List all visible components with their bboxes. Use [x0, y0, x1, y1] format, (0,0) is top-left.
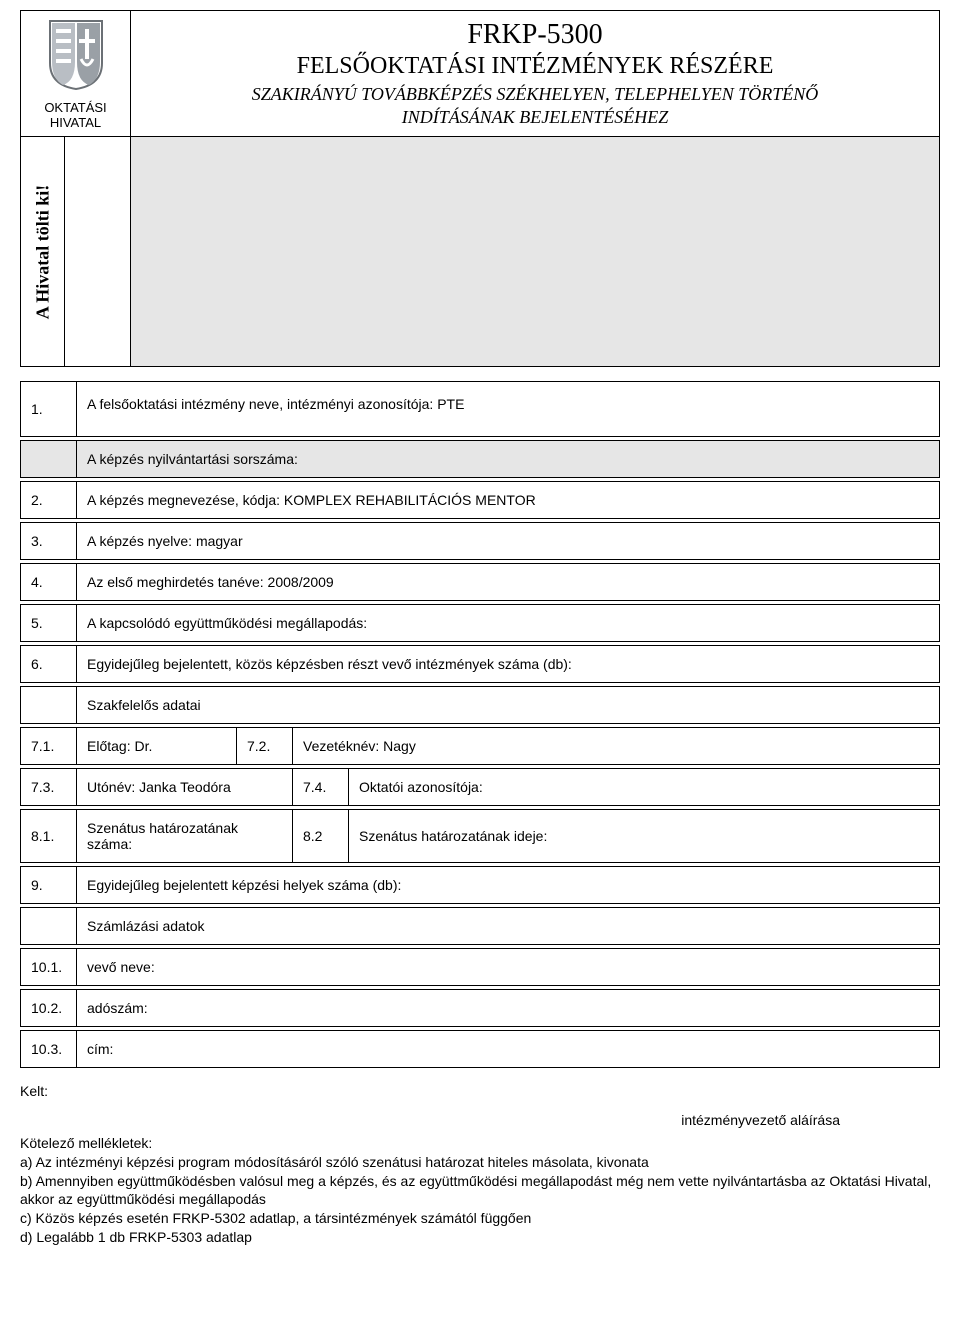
table-row: Szakfelelős adatai — [21, 687, 940, 724]
table-row: 2. A képzés megnevezése, kódja: KOMPLEX … — [21, 482, 940, 519]
office-gap — [65, 137, 131, 367]
row-text: Számlázási adatok — [77, 908, 940, 945]
row-num: 7.2. — [237, 728, 293, 765]
row-num: 10.3. — [21, 1031, 77, 1068]
row-text: Szakfelelős adatai — [77, 687, 940, 724]
org-name-line2: HIVATAL — [29, 115, 122, 130]
row-num: 4. — [21, 564, 77, 601]
row-num: 6. — [21, 646, 77, 683]
row-num: 9. — [21, 867, 77, 904]
row-text: Oktatói azonosítója: — [349, 769, 940, 806]
office-label-cell: A Hivatal tölti ki! — [21, 137, 65, 367]
row-num: 10.1. — [21, 949, 77, 986]
row-text: Utónév: Janka Teodóra — [77, 769, 293, 806]
row-num: 2. — [21, 482, 77, 519]
table-row: 4. Az első meghirdetés tanéve: 2008/2009 — [21, 564, 940, 601]
form-table: 1. A felsőoktatási intézmény neve, intéz… — [20, 381, 940, 1068]
row-num: 7.1. — [21, 728, 77, 765]
table-row: 10.1. vevő neve: — [21, 949, 940, 986]
attachment-b: b) Amennyiben együttműködésben valósul m… — [20, 1172, 940, 1210]
table-row: 1. A felsőoktatási intézmény neve, intéz… — [21, 382, 940, 437]
attachment-d: d) Legalább 1 db FRKP-5303 adatlap — [20, 1228, 940, 1247]
form-title: FELSŐOKTATÁSI INTÉZMÉNYEK RÉSZÉRE — [139, 53, 931, 80]
footer: Kelt: intézményvezető aláírása Kötelező … — [20, 1082, 940, 1247]
row-text: A képzés nyelve: magyar — [77, 523, 940, 560]
attachment-c: c) Közös képzés esetén FRKP-5302 adatlap… — [20, 1209, 940, 1228]
header-table: OKTATÁSI HIVATAL FRKP-5300 FELSŐOKTATÁSI… — [20, 10, 940, 137]
attachments-title: Kötelező mellékletek: — [20, 1134, 940, 1153]
row-text: Az első meghirdetés tanéve: 2008/2009 — [77, 564, 940, 601]
attachment-a: a) Az intézményi képzési program módosít… — [20, 1153, 940, 1172]
row-num-empty — [21, 441, 77, 478]
row-text: Vezetéknév: Nagy — [293, 728, 940, 765]
logo-cell: OKTATÁSI HIVATAL — [21, 11, 131, 137]
row-num-empty — [21, 908, 77, 945]
row-text: A képzés nyilvántartási sorszáma: — [77, 441, 940, 478]
table-row: 8.1. Szenátus határozatának száma: 8.2 S… — [21, 810, 940, 863]
row-num: 10.2. — [21, 990, 77, 1027]
office-area: A Hivatal tölti ki! — [20, 136, 940, 367]
signature-label: intézményvezető aláírása — [20, 1111, 940, 1130]
row-text: A képzés megnevezése, kódja: KOMPLEX REH… — [77, 482, 940, 519]
row-num: 1. — [21, 382, 77, 437]
row-text: A felsőoktatási intézmény neve, intézmén… — [77, 382, 940, 437]
title-cell: FRKP-5300 FELSŐOKTATÁSI INTÉZMÉNYEK RÉSZ… — [131, 11, 940, 137]
office-fill-area — [131, 137, 940, 367]
row-text: vevő neve: — [77, 949, 940, 986]
kelt-label: Kelt: — [20, 1082, 940, 1101]
table-row: 5. A kapcsolódó együttműködési megállapo… — [21, 605, 940, 642]
row-text: adószám: — [77, 990, 940, 1027]
form-code: FRKP-5300 — [139, 19, 931, 51]
row-num: 8.1. — [21, 810, 77, 863]
row-num: 5. — [21, 605, 77, 642]
office-fill-label: A Hivatal tölti ki! — [32, 184, 53, 319]
form-subtitle-2: INDÍTÁSÁNAK BEJELENTÉSÉHEZ — [139, 107, 931, 128]
row-text: Egyidejűleg bejelentett képzési helyek s… — [77, 867, 940, 904]
org-name-line1: OKTATÁSI — [29, 100, 122, 115]
row-text: Szenátus határozatának ideje: — [349, 810, 940, 863]
table-row: 10.3. cím: — [21, 1031, 940, 1068]
table-row: 7.1. Előtag: Dr. 7.2. Vezetéknév: Nagy — [21, 728, 940, 765]
row-num: 3. — [21, 523, 77, 560]
form-subtitle-1: SZAKIRÁNYÚ TOVÁBBKÉPZÉS SZÉKHELYEN, TELE… — [139, 84, 931, 105]
row-num: 7.3. — [21, 769, 77, 806]
row-num: 8.2 — [293, 810, 349, 863]
table-row: 9. Egyidejűleg bejelentett képzési helye… — [21, 867, 940, 904]
row-text: Előtag: Dr. — [77, 728, 237, 765]
table-row: 3. A képzés nyelve: magyar — [21, 523, 940, 560]
row-text: Egyidejűleg bejelentett, közös képzésben… — [77, 646, 940, 683]
table-row: 10.2. adószám: — [21, 990, 940, 1027]
table-row: 7.3. Utónév: Janka Teodóra 7.4. Oktatói … — [21, 769, 940, 806]
table-row: Számlázási adatok — [21, 908, 940, 945]
row-num-empty — [21, 687, 77, 724]
row-num: 7.4. — [293, 769, 349, 806]
row-text: cím: — [77, 1031, 940, 1068]
row-text: Szenátus határozatának száma: — [77, 810, 293, 863]
table-row: A képzés nyilvántartási sorszáma: — [21, 441, 940, 478]
table-row: 6. Egyidejűleg bejelentett, közös képzés… — [21, 646, 940, 683]
coat-of-arms-icon — [48, 19, 104, 91]
row-text: A kapcsolódó együttműködési megállapodás… — [77, 605, 940, 642]
